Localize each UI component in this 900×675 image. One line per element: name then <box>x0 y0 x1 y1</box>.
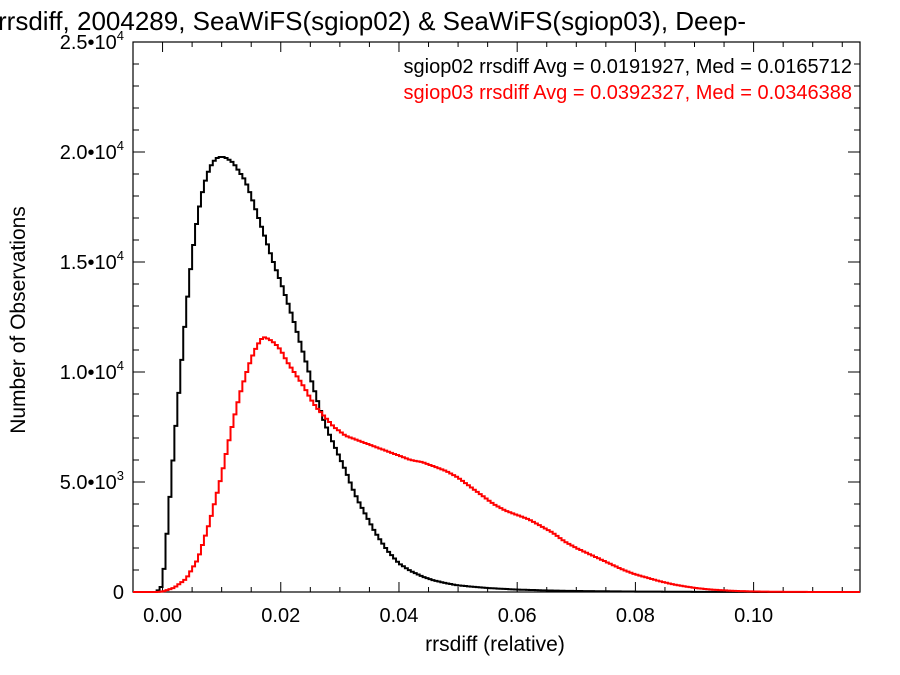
y-tick-label: 1.0•104 <box>60 358 124 384</box>
series-0-histogram-line <box>133 155 860 593</box>
x-tick-label: 0.10 <box>734 605 773 627</box>
chart-title: rrsdiff, 2004289, SeaWiFS(sgiop02) & Sea… <box>0 6 746 36</box>
y-tick-label: 1.5•104 <box>60 248 124 274</box>
x-tick-label: 0.00 <box>143 605 182 627</box>
y-tick-label: 2.5•104 <box>60 28 124 54</box>
series-1-histogram-line <box>133 336 860 593</box>
series-layer <box>133 155 860 593</box>
x-tick-label: 0.04 <box>380 605 419 627</box>
axes: 0.00 0.02 0.04 0.06 0.08 0.1005.0•1031.0•1041… <box>60 28 861 627</box>
y-tick-mantissa: 2.5•10 <box>60 32 117 54</box>
y-tick-label: 5.0•103 <box>60 468 124 494</box>
y-tick-label: 0 <box>113 582 124 604</box>
y-tick-exponent: 3 <box>117 468 124 483</box>
plot-frame <box>132 41 861 593</box>
stats-annotation-0: sgiop02 rrsdiff Avg = 0.0191927, Med = 0… <box>404 56 853 78</box>
x-tick-label: 0.02 <box>261 605 300 627</box>
y-tick-mantissa: 2.0•10 <box>60 142 117 164</box>
y-tick-exponent: 4 <box>117 358 124 373</box>
x-tick-label: 0.06 <box>498 605 537 627</box>
stats-annotation-1: sgiop03 rrsdiff Avg = 0.0392327, Med = 0… <box>404 82 853 104</box>
y-axis-label: Number of Observations <box>7 206 30 434</box>
y-tick-mantissa: 0 <box>113 582 124 604</box>
x-tick-label: 0.08 <box>616 605 655 627</box>
annotations: sgiop02 rrsdiff Avg = 0.0191927, Med = 0… <box>404 56 853 104</box>
y-tick-exponent: 4 <box>117 138 124 153</box>
y-tick-exponent: 4 <box>117 248 124 263</box>
y-tick-mantissa: 5.0•10 <box>60 472 117 494</box>
y-tick-mantissa: 1.5•10 <box>60 252 117 274</box>
y-tick-exponent: 4 <box>117 28 124 43</box>
x-axis-label: rrsdiff (relative) <box>425 633 565 656</box>
y-tick-label: 2.0•104 <box>60 138 124 164</box>
y-tick-mantissa: 1.0•10 <box>60 362 117 384</box>
